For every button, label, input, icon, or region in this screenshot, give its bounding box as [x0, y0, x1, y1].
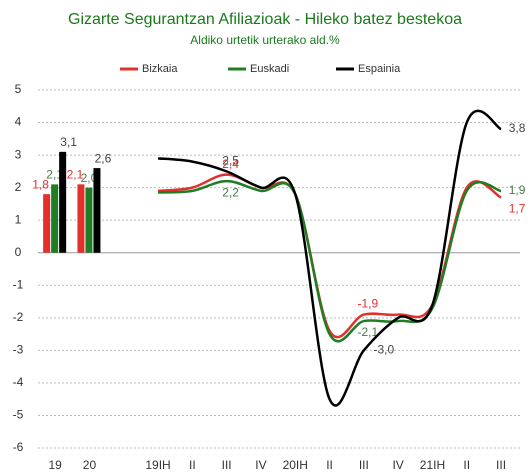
y-tick-label: -4 [13, 375, 24, 389]
bar [85, 187, 93, 253]
x-tick-label: IV [255, 458, 266, 472]
legend-label: Bizkaia [142, 63, 178, 75]
y-tick-label: 3 [15, 147, 22, 161]
y-tick-label: 1 [15, 212, 22, 226]
x-tick-label: 21IH [420, 458, 445, 472]
y-tick-label: -3 [13, 343, 24, 357]
chart-title: Gizarte Segurantzan Afiliazioak - Hileko… [68, 11, 462, 28]
data-label: 1,7 [509, 202, 526, 216]
bar [43, 194, 51, 253]
y-tick-label: 0 [15, 245, 22, 259]
bar [59, 151, 67, 253]
bar [77, 184, 85, 253]
x-tick-label: 20IH [283, 458, 308, 472]
x-tick-label: 19 [48, 458, 62, 472]
y-tick-label: -2 [13, 310, 24, 324]
x-tick-label: II [463, 458, 470, 472]
data-label: -3,0 [374, 343, 395, 357]
legend-label: Euskadi [250, 63, 289, 75]
x-tick-label: II [326, 458, 333, 472]
data-label: 2,6 [95, 151, 112, 165]
legend-label: Espainia [358, 63, 401, 75]
data-label: 3,1 [60, 135, 77, 149]
x-tick-label: II [189, 458, 196, 472]
data-label: 2,2 [222, 185, 239, 199]
data-label: 2,1 [67, 168, 84, 182]
line [157, 173, 502, 339]
line [157, 179, 502, 343]
x-tick-label: IV [392, 458, 403, 472]
data-label: 2,4 [222, 157, 239, 171]
data-label: 2,5 [222, 154, 239, 168]
data-label: 1,9 [509, 183, 526, 197]
x-tick-label: III [222, 458, 232, 472]
line [157, 109, 502, 407]
data-label: -2,1 [358, 325, 379, 339]
chart-subtitle: Aldiko urtetik urterako ald.% [190, 33, 340, 47]
y-tick-label: 4 [15, 115, 22, 129]
x-tick-label: 20 [83, 458, 97, 472]
y-tick-label: 2 [15, 180, 22, 194]
y-tick-label: -1 [13, 277, 24, 291]
x-tick-label: 19IH [145, 458, 170, 472]
data-label: 2,0 [81, 171, 98, 185]
y-tick-label: 5 [15, 82, 22, 96]
x-tick-label: III [359, 458, 369, 472]
data-label: 2,1 [46, 168, 63, 182]
bar [93, 168, 101, 253]
data-label: 3,8 [509, 121, 526, 135]
data-label: 1,8 [32, 177, 49, 191]
bar [51, 184, 59, 253]
y-tick-label: -5 [13, 408, 24, 422]
x-tick-label: III [496, 458, 506, 472]
y-tick-label: -6 [13, 440, 24, 454]
data-label: -1,9 [358, 297, 379, 311]
